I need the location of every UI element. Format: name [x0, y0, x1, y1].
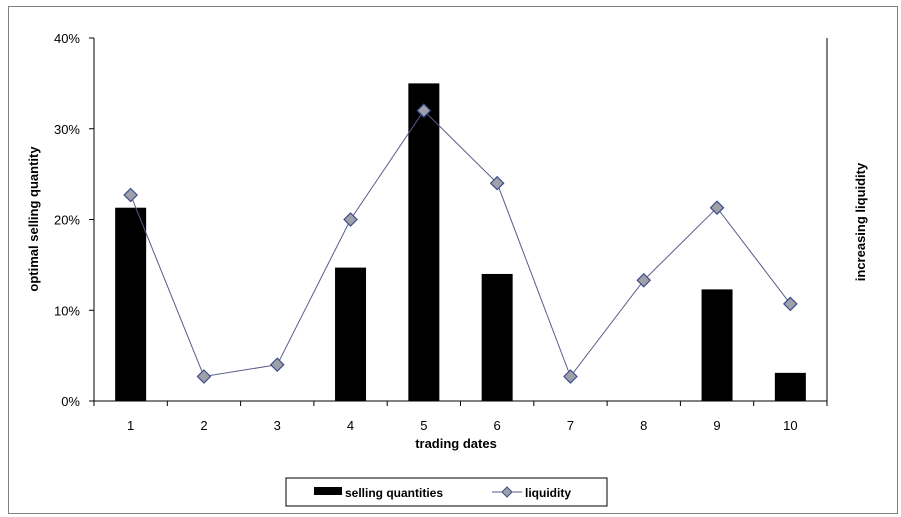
liquidity-point-9 — [709, 200, 725, 216]
liquidity-point-1 — [123, 187, 138, 203]
x-tick-label: 4 — [347, 418, 354, 433]
liquidity-line — [130, 109, 791, 378]
bar-selling-quantities-5 — [408, 83, 440, 401]
x-axis: 1 2 3 4 5 6 7 8 9 10 — [93, 400, 828, 433]
y-tick-label: 40% — [54, 31, 80, 46]
legend-label-selling-quantities: selling quantities — [345, 486, 443, 500]
x-tick-label: 2 — [200, 418, 207, 433]
line-series — [123, 103, 798, 384]
bar-selling-quantities-1 — [115, 207, 147, 401]
y-tick-label: 20% — [54, 213, 80, 228]
legend-swatch-selling-quantities — [314, 487, 342, 495]
bar-selling-quantities-4 — [335, 267, 367, 401]
x-tick-label: 1 — [127, 418, 134, 433]
liquidity-point-2 — [196, 369, 212, 384]
y-tick-label: 30% — [54, 122, 80, 137]
x-tick-label: 3 — [274, 418, 281, 433]
legend-label-liquidity: liquidity — [525, 486, 571, 500]
y-tick-label: 10% — [54, 303, 80, 318]
x-tick-label: 5 — [420, 418, 427, 433]
bar-series — [115, 83, 806, 401]
x-tick-label: 6 — [494, 418, 501, 433]
liquidity-point-10 — [783, 296, 798, 312]
liquidity-point-6 — [489, 175, 505, 191]
liquidity-point-3 — [269, 357, 285, 373]
x-tick-label: 8 — [640, 418, 647, 433]
bar-selling-quantities-9 — [701, 289, 733, 401]
legend-marker-liquidity — [501, 486, 513, 498]
y-axis: 0% 10% 20% 30% 40% — [54, 31, 95, 409]
liquidity-point-7 — [563, 369, 578, 384]
x-tick-label: 9 — [713, 418, 720, 433]
liquidity-point-5 — [416, 103, 432, 118]
x-axis-title: trading dates — [415, 436, 497, 451]
y-tick-label: 0% — [61, 394, 80, 409]
liquidity-point-8 — [636, 272, 652, 288]
legend: selling quantities liquidity — [285, 477, 608, 507]
x-tick-label: 10 — [783, 418, 797, 433]
chart-frame — [8, 6, 898, 514]
secondary-y-axis-title: increasing liquidity — [853, 162, 868, 281]
y-axis-title: optimal selling quantity — [26, 146, 41, 292]
x-tick-label: 7 — [567, 418, 574, 433]
liquidity-point-4 — [343, 212, 358, 227]
bar-selling-quantities-10 — [774, 372, 806, 401]
bar-selling-quantities-6 — [481, 273, 513, 401]
